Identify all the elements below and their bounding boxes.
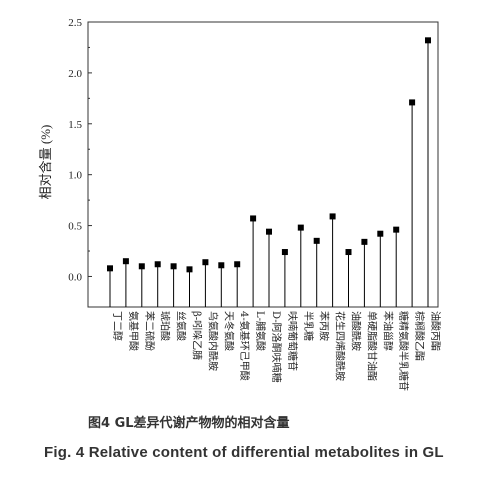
data-point-marker bbox=[377, 230, 384, 237]
x-category-label: 半乳糖 bbox=[302, 311, 315, 341]
x-category-label: D-阿洛酮呋喃糖 bbox=[270, 311, 283, 383]
x-category-label: 呋喃葡萄糖苷 bbox=[286, 311, 299, 371]
y-tick-label: 0.0 bbox=[68, 271, 82, 283]
plot-frame bbox=[87, 21, 439, 308]
x-category-label: 苯油甾醇 bbox=[381, 311, 394, 351]
data-point-marker bbox=[122, 258, 129, 265]
x-category-label: 琥珀酸 bbox=[159, 311, 172, 341]
y-tick-label: 0.5 bbox=[68, 221, 82, 233]
y-tick-label: 2.5 bbox=[68, 17, 82, 29]
figure-caption-chinese: 图4 GL差异代谢产物物的相对含量 bbox=[88, 416, 290, 431]
y-axis-label: 相对含量 (%) bbox=[38, 125, 53, 200]
x-category-label: 4-氨基环己甲酸 bbox=[238, 311, 251, 381]
y-tick-label: 2.0 bbox=[68, 68, 82, 80]
x-category-label: 油酸酰胺 bbox=[350, 311, 363, 351]
x-category-label: 氨基甲酸 bbox=[127, 311, 140, 351]
data-point-marker bbox=[218, 262, 225, 269]
x-axis-category-labels: 丁二醇 氨基甲酸 苯二硫酚 琥珀酸 丝氨酸 β-吲哚乙腈 乌氨酸内酰胺 天冬氨酸 4-氨基环己甲… bbox=[111, 311, 442, 391]
data-point-marker bbox=[313, 237, 320, 244]
data-point-marker bbox=[409, 99, 416, 106]
data-point-marker bbox=[154, 261, 161, 268]
y-tick-label: 1.0 bbox=[68, 170, 82, 182]
x-category-label: 丝氨酸 bbox=[175, 311, 188, 341]
data-point-marker bbox=[186, 266, 193, 273]
x-category-label: L-脯氨酸 bbox=[254, 311, 267, 351]
x-category-label: β-吲哚乙腈 bbox=[191, 311, 204, 360]
data-point-marker bbox=[107, 265, 113, 272]
x-category-label: 苯二硫酚 bbox=[143, 311, 156, 351]
x-category-label: 苯丙胺 bbox=[318, 311, 331, 341]
data-point-marker bbox=[297, 224, 304, 231]
x-category-label: 天冬氨酸 bbox=[222, 311, 235, 351]
data-point-marker bbox=[425, 37, 431, 44]
data-point-marker bbox=[281, 249, 288, 256]
data-point-marker bbox=[266, 228, 272, 235]
x-category-label: 花生四烯酸酰胺 bbox=[334, 311, 347, 381]
y-axis: 0.0 0.5 1.0 1.5 2.0 2.5 bbox=[68, 17, 92, 283]
x-category-label: 棕榈酸乙酯 bbox=[413, 311, 426, 361]
x-category-label: 丁二醇 bbox=[111, 311, 124, 341]
stem-series bbox=[107, 37, 431, 307]
data-point-marker bbox=[393, 226, 400, 233]
figure-caption-english: Fig. 4 Relative content of differential … bbox=[44, 444, 444, 461]
x-category-label: 单硬脂酸甘油酯 bbox=[365, 311, 378, 381]
data-point-marker bbox=[138, 263, 145, 270]
x-category-label: 油酸丙酯 bbox=[429, 311, 442, 351]
data-point-marker bbox=[202, 259, 209, 266]
data-point-marker bbox=[234, 261, 241, 268]
x-category-label: 乌氨酸内酰胺 bbox=[206, 311, 219, 371]
y-tick-label: 1.5 bbox=[68, 119, 82, 131]
x-category-label: 糖精氨酸半乳糖苷 bbox=[397, 311, 410, 391]
data-point-marker bbox=[250, 215, 257, 222]
data-point-marker bbox=[170, 263, 177, 270]
data-point-marker bbox=[329, 213, 336, 220]
data-point-marker bbox=[361, 238, 368, 245]
data-point-marker bbox=[345, 249, 352, 256]
